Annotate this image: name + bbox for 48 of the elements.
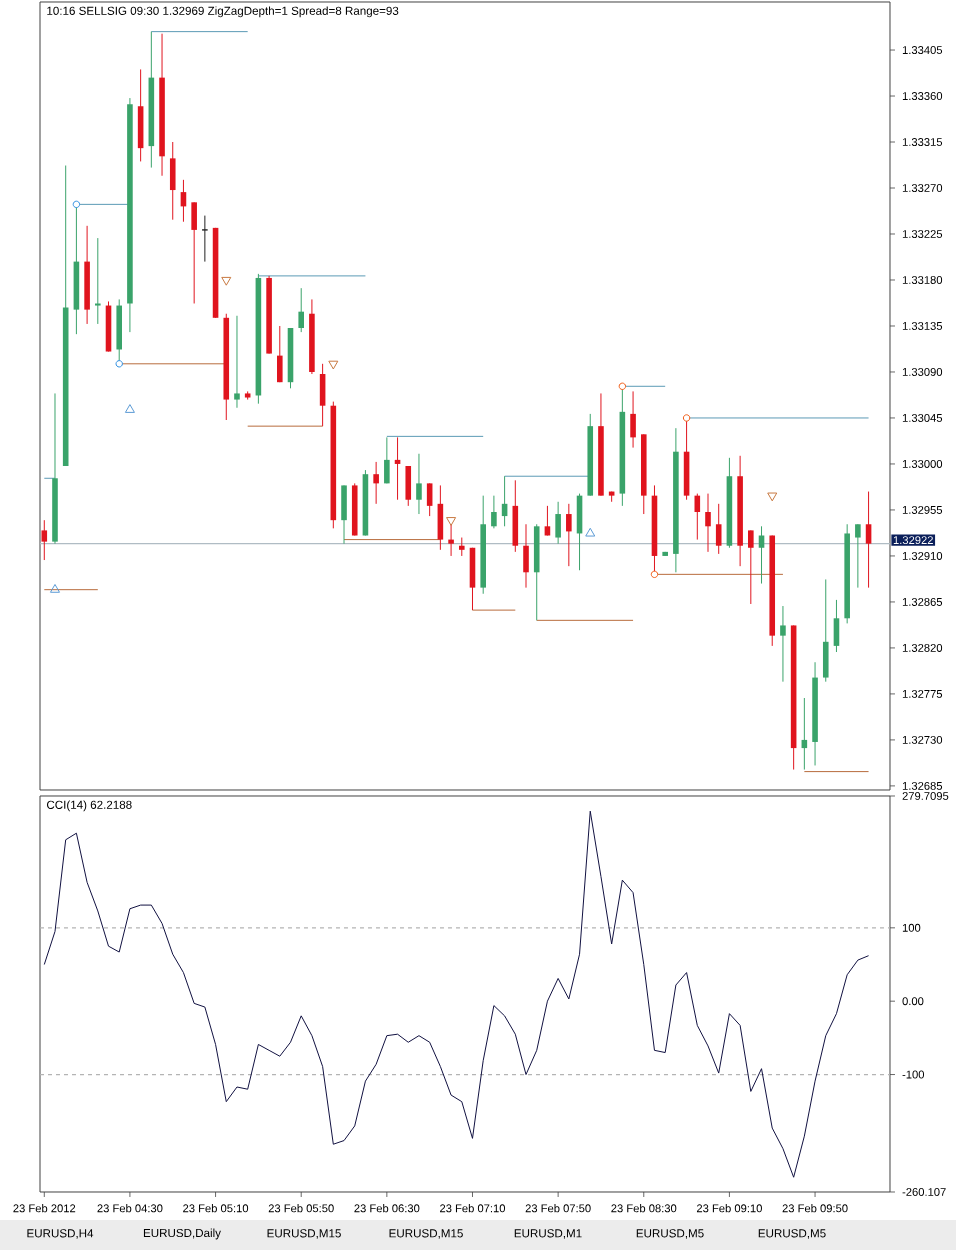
candlestick: [748, 529, 754, 605]
point: [328, 360, 339, 370]
candlestick: [523, 523, 529, 589]
point: [124, 404, 135, 413]
point: [618, 382, 627, 390]
candlestick: [512, 479, 519, 553]
candlestick: [822, 578, 829, 683]
candlestick: [437, 484, 444, 551]
point: [682, 414, 691, 422]
candlestick: [41, 519, 48, 561]
candlestick: [298, 287, 304, 333]
point: [767, 492, 778, 502]
candlestick: [384, 436, 390, 484]
point: [72, 200, 81, 209]
candlestick: [458, 537, 465, 557]
point: [221, 276, 232, 286]
candlestick: [491, 495, 497, 529]
candlestick: [234, 315, 240, 409]
candlestick: [566, 503, 572, 567]
candlestick: [116, 298, 123, 365]
candlestick: [405, 465, 412, 507]
candlestick: [533, 523, 540, 621]
candlestick: [715, 503, 722, 555]
point: [650, 570, 659, 579]
candlestick: [630, 390, 636, 449]
candlestick: [169, 141, 176, 221]
point: [585, 527, 596, 537]
candlestick: [833, 599, 840, 653]
candlestick: [469, 547, 476, 611]
candlestick: [95, 237, 101, 325]
candlestick: [544, 505, 551, 537]
candlestick: [319, 363, 326, 427]
candlestick: [416, 453, 422, 515]
candlestick: [373, 461, 379, 505]
candlestick: [191, 201, 197, 304]
candlestick: [555, 501, 561, 545]
line-series: [43, 810, 870, 1178]
point: [446, 517, 457, 526]
point: [115, 360, 123, 368]
candlestick: [201, 215, 209, 263]
candlestick: [341, 484, 347, 545]
candlestick: [865, 491, 872, 589]
point: [49, 583, 60, 593]
candlestick: [426, 482, 433, 517]
candlestick: [277, 325, 283, 383]
candlestick: [705, 493, 711, 553]
candlestick: [855, 523, 861, 589]
candlestick: [780, 605, 786, 683]
